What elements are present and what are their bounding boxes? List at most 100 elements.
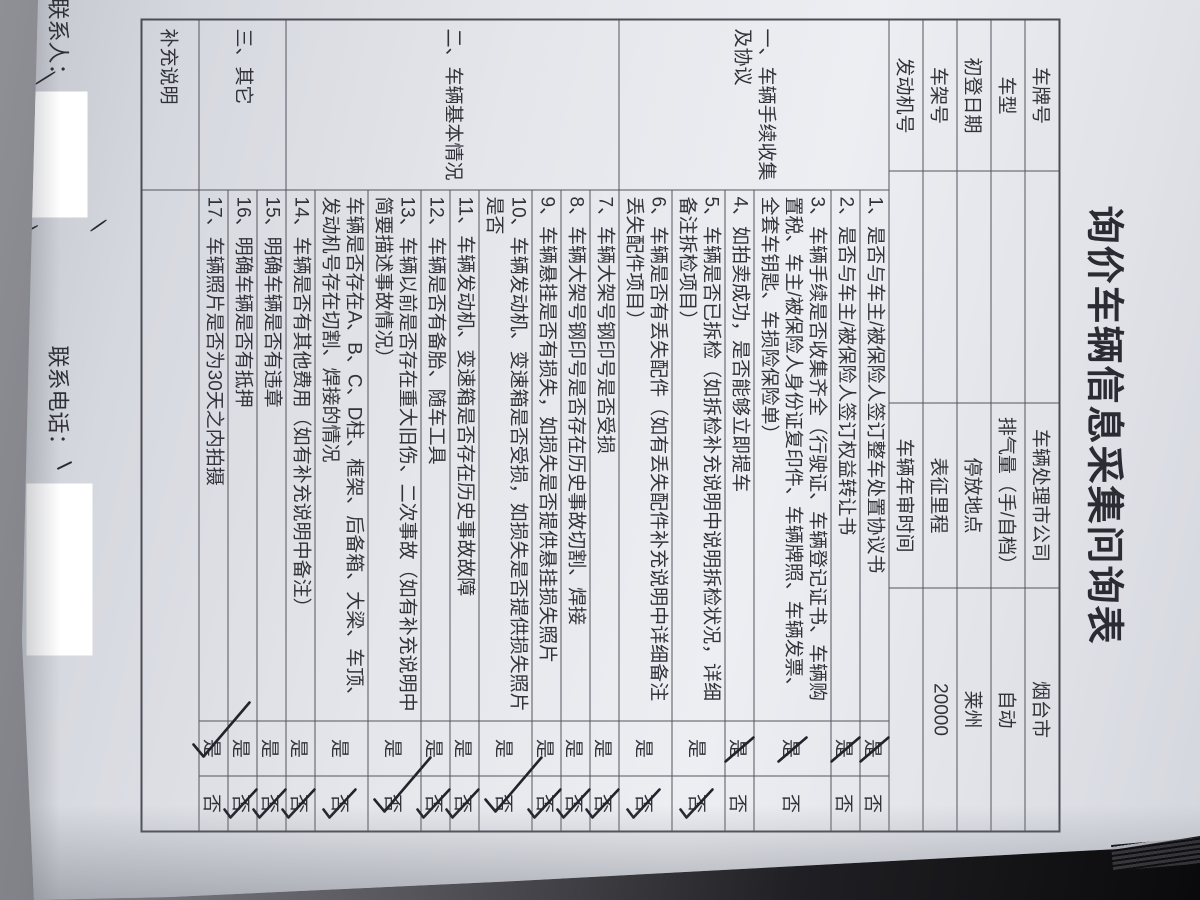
question-text: 9、车辆悬挂是否有损失，如损失是否提供悬挂损失照片 xyxy=(536,196,558,664)
answer-yes-label: 是 xyxy=(633,738,654,758)
vehicle-header-cell-value2: 烟台市 xyxy=(1025,587,1059,831)
survey-table: 一、车辆手续收集及协议 1、是否与车主/被保险人签订整车处置协议书是否 2、是否与车… xyxy=(192,20,890,831)
question-row: 14、车辆是否有其他费用（如有补充说明中备注）是否 xyxy=(281,190,316,831)
answer-yes-cell: 是 xyxy=(257,720,286,776)
question-row: 15、明确车辆是否有违章是否 xyxy=(252,191,287,831)
section-rows: 1、是否与车主/被保险人签订整车处置协议书是否 2、是否与车主/被保险人签订权益转… xyxy=(619,190,890,831)
question-text: 4、如拍卖成功，是否能够立即提车 xyxy=(729,196,751,493)
question-text: 10、车辆发动机、变速箱是否受损，如损失是否提供损失照片是否 xyxy=(483,196,529,712)
answer-yes-label: 是 xyxy=(329,738,350,758)
question-row: 1、是否与车主/被保险人签订整车处置协议书是否 xyxy=(859,191,890,831)
page-title: 询价车辆信息采集问询表 xyxy=(1082,205,1125,646)
question-row: 8、车辆大架号钢印号是否存在历史事故切割、焊接是否 xyxy=(556,190,591,831)
question-text: 13、车辆以前是否存在重大旧伤、二次事故（如有补充说明中简要描述事故情况） xyxy=(372,196,418,712)
answer-mark xyxy=(859,736,890,763)
answer-yes-label: 是 xyxy=(686,738,707,758)
survey-section: 二、车辆基本情况 7、车辆大架号钢印号是否受损是否 8、车辆大架号钢印号是否存在历史… xyxy=(281,20,620,831)
question-text: 17、车辆照片是否为30天之内拍摄 xyxy=(203,196,225,486)
notes-label: 补充说明 xyxy=(142,20,199,191)
answer-yes-label: 是 xyxy=(259,738,280,758)
vehicle-header-cell-label2: 表征里程 xyxy=(923,402,958,588)
answer-yes-cell: 是 xyxy=(561,720,590,776)
answer-yes-cell: 是 xyxy=(421,720,450,776)
question-row: 7、车辆大架号钢印号是否受损是否 xyxy=(585,191,620,831)
vehicle-header-cell-value2: 莱州 xyxy=(957,587,992,831)
question-text: 8、车辆大架号钢印号是否存在历史事故切割、焊接 xyxy=(565,196,587,626)
answer-mark xyxy=(192,701,251,758)
answer-yes-label: 是 xyxy=(423,738,444,758)
vehicle-header-cell-value2: 自动 xyxy=(991,587,1026,831)
answer-yes-label: 是 xyxy=(534,738,555,758)
question-text: 2、是否与车主/被保险人签订权益转让书 xyxy=(835,196,857,536)
section-label: 一、车辆手续收集及协议 xyxy=(619,20,889,191)
answer-yes-label: 是 xyxy=(382,738,403,758)
answer-yes-cell: 是 xyxy=(192,701,251,776)
question-text: 1、是否与车主/被保险人签订整车处置协议书 xyxy=(864,196,886,574)
answer-yes-cell: 是 xyxy=(672,720,725,776)
vehicle-header-cell-value xyxy=(957,170,992,403)
question-row: 17、车辆照片是否为30天之内拍摄是否 xyxy=(192,190,251,831)
question-text: 12、车辆是否有备胎、随车工具 xyxy=(425,196,447,465)
question-row: 9、车辆悬挂是否有损失，如损失是否提供悬挂损失照片是否 xyxy=(527,190,562,831)
question-text: 7、车辆大架号钢印号是否受损 xyxy=(594,196,616,455)
vehicle-header-cell-label: 初登日期 xyxy=(957,20,992,171)
answer-yes-cell: 是 xyxy=(830,720,861,776)
handwriting-stroke xyxy=(89,218,108,233)
vehicle-header-cell-label2: 停放地点 xyxy=(957,402,992,588)
question-text: 车辆是否存在A、B、C、D柱、框架、后备箱、大梁、车顶、发动机号存在切割、焊接的… xyxy=(319,196,365,706)
answer-yes-label: 是 xyxy=(563,738,584,758)
question-row: 11、车辆发动机、变速箱是否存在历史事故故障是否 xyxy=(445,190,480,831)
survey-section: 三、其它 15、明确车辆是否有违章是否 16、明确车辆是否有抵押是否 17、车辆照片是… xyxy=(192,20,287,831)
question-row: 13、车辆以前是否存在重大旧伤、二次事故（如有补充说明中简要描述事故情况）是否 xyxy=(368,190,432,831)
answer-yes-cell: 是 xyxy=(619,720,672,776)
answer-yes-label: 是 xyxy=(592,738,613,758)
vehicle-header-cell-label2: 排气量（手/自档） xyxy=(991,402,1026,588)
section-label: 三、其它 xyxy=(199,20,286,191)
form-tables: 车牌号 车辆处理市公司 烟台市 车型 排气量（手/自档） 自动 初登日期 停放地点 莱州 车架号表… xyxy=(140,18,1061,833)
question-row: 3、车辆手续是否收集齐全（行驶证、车辆登记证书、车辆购置税、车主/被保险人身份证… xyxy=(754,190,832,831)
section-rows: 7、车辆大架号钢印号是否受损是否 8、车辆大架号钢印号是否存在历史事故切割、焊接是… xyxy=(281,190,620,831)
question-text: 15、明确车辆是否有违章 xyxy=(261,196,283,408)
answer-yes-cell: 是 xyxy=(532,720,561,776)
vehicle-header-cell-label2: 车辆处理市公司 xyxy=(1025,402,1059,588)
answer-mark xyxy=(724,736,755,763)
answer-yes-cell: 是 xyxy=(590,720,619,776)
answer-yes-cell: 是 xyxy=(286,720,315,776)
answer-yes-cell: 是 xyxy=(450,720,479,776)
answer-mark xyxy=(830,736,861,763)
answer-yes-cell: 是 xyxy=(859,720,890,776)
answer-yes-cell: 是 xyxy=(368,720,421,776)
vehicle-header-row: 初登日期停放地点 莱州 xyxy=(957,20,992,831)
question-row: 5、车辆是否已拆检（如拆检补充说明中说明拆检状况，详细备注拆检项目）是否 xyxy=(672,190,726,831)
question-text: 11、车辆发动机、变速箱是否存在历史事故故障 xyxy=(454,196,476,597)
question-row: 10、车辆发动机、变速箱是否受损，如损失是否提供损失照片是否是否 xyxy=(479,190,543,831)
notes-row: 补充说明 xyxy=(142,20,200,831)
vehicle-header-cell-label: 车型 xyxy=(991,20,1026,171)
answer-mark xyxy=(777,736,808,763)
vehicle-header-cell-label: 发动机号 xyxy=(889,20,924,171)
vehicle-header-row: 车牌号 车辆处理市公司 烟台市 xyxy=(1025,21,1059,831)
answer-yes-cell: 是 xyxy=(479,720,532,776)
vehicle-header-cell-label: 车架号 xyxy=(923,20,958,171)
question-text: 6、车辆是否有丢失配件（如有丢失配件补充说明中详细备注丢失配件项目） xyxy=(623,196,669,702)
question-row: 12、车辆是否有备胎、随车工具是否 xyxy=(416,190,451,831)
question-row: 2、是否与车主/被保险人签订权益转让书是否 xyxy=(830,190,861,831)
answer-yes-label: 是 xyxy=(452,738,473,758)
answer-yes-cell: 是 xyxy=(724,720,755,776)
vehicle-header-cell-value2: 20000 xyxy=(923,587,958,831)
vehicle-header-cell-value xyxy=(1025,170,1059,403)
question-text: 14、车辆是否有其他费用（如有补充说明中备注） xyxy=(290,196,312,617)
vehicle-header-cell-value xyxy=(991,170,1026,403)
vehicle-header-row: 车架号表征里程 20000 xyxy=(923,20,958,831)
vehicle-header-cell-label2: 车辆年审时间 xyxy=(889,402,924,588)
answer-yes-label: 是 xyxy=(288,738,309,758)
answer-yes-cell: 是 xyxy=(754,720,831,776)
vehicle-header-table: 车牌号 车辆处理市公司 烟台市 车型 排气量（手/自档） 自动 初登日期 停放地点 莱州 车架号表… xyxy=(889,20,1059,831)
answer-yes-cell: 是 xyxy=(315,720,368,776)
question-row: 4、如拍卖成功，是否能够立即提车是否 xyxy=(724,190,755,831)
question-row: 6、车辆是否有丢失配件（如有丢失配件补充说明中详细备注丢失配件项目）是否 xyxy=(619,190,673,831)
question-text: 3、车辆手续是否收集齐全（行驶证、车辆登记证书、车辆购置税、车主/被保险人身份证… xyxy=(758,196,828,702)
vehicle-header-cell-value xyxy=(889,170,924,403)
survey-section: 一、车辆手续收集及协议 1、是否与车主/被保险人签订整车处置协议书是否 2、是否与车… xyxy=(619,20,890,831)
